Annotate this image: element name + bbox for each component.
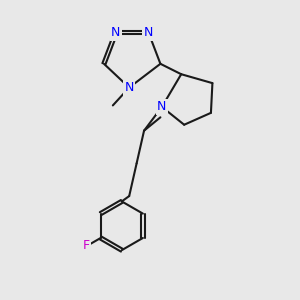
Text: N: N: [144, 26, 153, 39]
Text: F: F: [83, 239, 90, 252]
Text: N: N: [157, 100, 167, 113]
Text: N: N: [124, 81, 134, 94]
Text: N: N: [111, 26, 121, 39]
